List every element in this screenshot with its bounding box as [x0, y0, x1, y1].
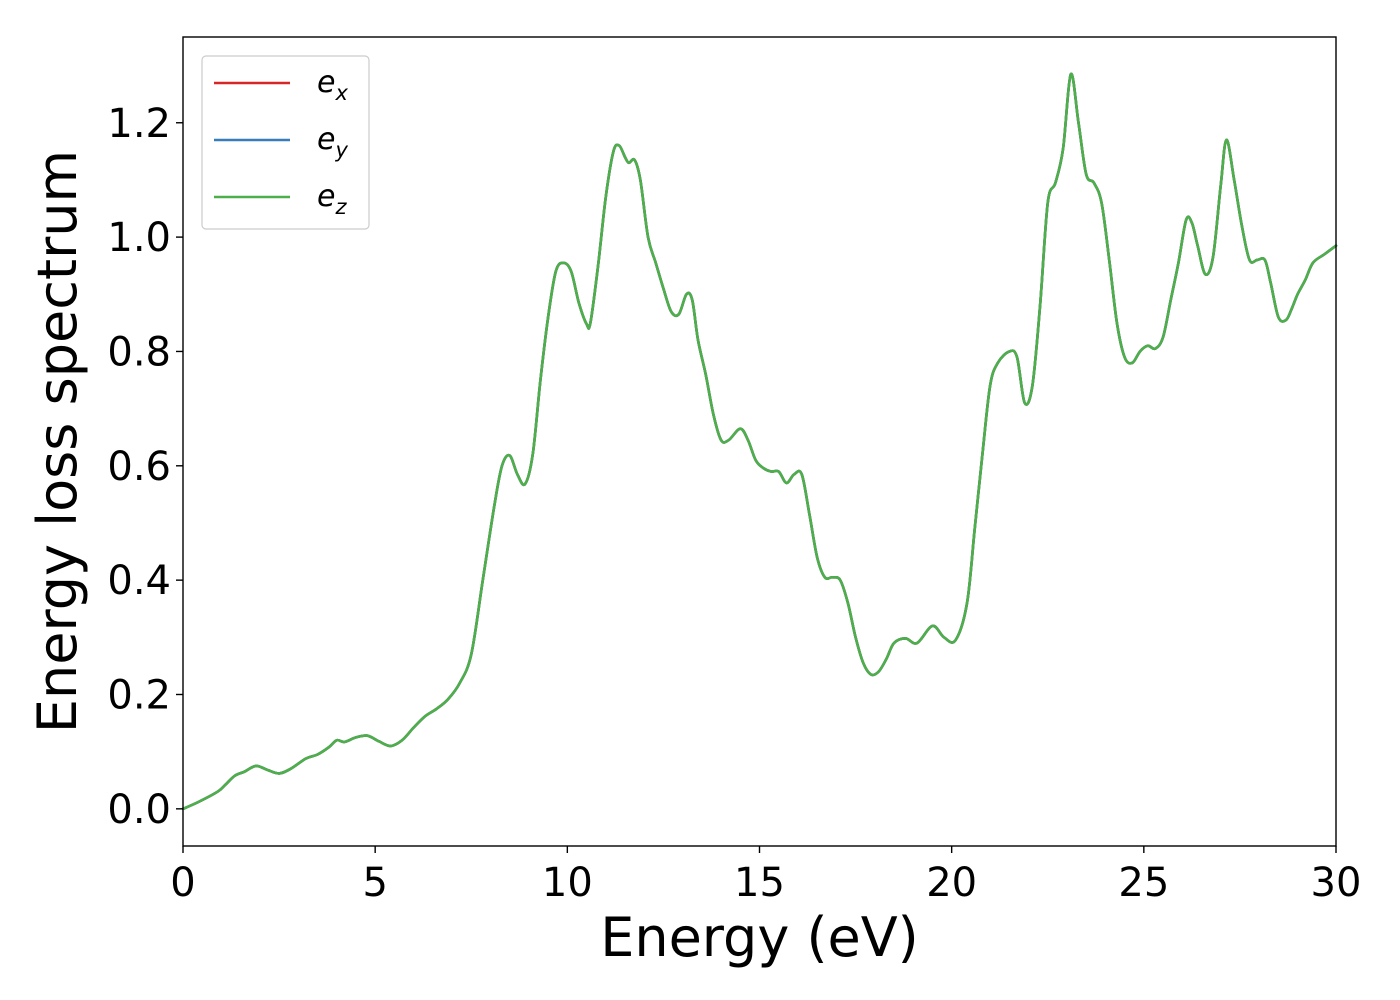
x-tick-label: 20 [926, 860, 977, 906]
y-axis-label: Energy loss spectrum [26, 150, 89, 733]
x-tick-label: 0 [170, 860, 195, 906]
y-tick-label: 1.0 [107, 215, 171, 261]
x-axis: 0 5 10 15 20 25 30 [170, 846, 1361, 906]
x-axis-label: Energy (eV) [600, 906, 919, 969]
legend-subscript: y [334, 138, 348, 162]
y-tick-label: 0.0 [107, 787, 171, 833]
legend-subscript: z [334, 195, 347, 219]
y-tick-label: 0.2 [107, 672, 171, 718]
x-tick-label: 15 [734, 860, 785, 906]
x-tick-label: 30 [1311, 860, 1362, 906]
y-tick-label: 0.6 [107, 444, 171, 490]
y-tick-label: 1.2 [107, 101, 171, 147]
y-axis: 0.0 0.2 0.4 0.6 0.8 1.0 1.2 [107, 101, 183, 833]
legend-subscript: x [334, 81, 348, 105]
y-tick-label: 0.8 [107, 329, 171, 375]
x-tick-label: 10 [542, 860, 593, 906]
legend-box [201, 55, 370, 230]
y-tick-label: 0.4 [107, 558, 171, 604]
x-tick-label: 25 [1118, 860, 1169, 906]
series-line-e-z [181, 72, 1338, 811]
series-layer [181, 72, 1338, 811]
x-tick-label: 5 [362, 860, 387, 906]
